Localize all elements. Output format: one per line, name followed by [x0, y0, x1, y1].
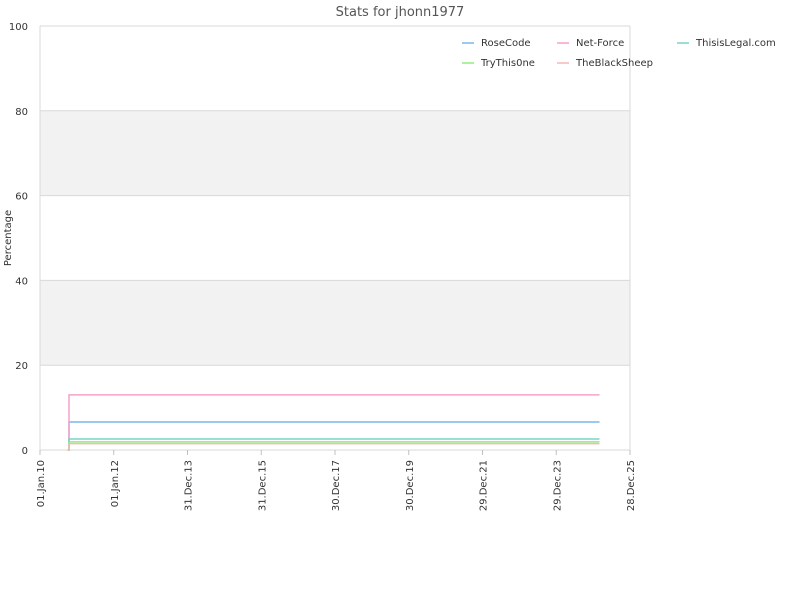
x-tick-label: 31.Dec.15	[257, 460, 268, 511]
legend-label-thisislegal-com[interactable]: ThisisLegal.com	[695, 38, 776, 49]
x-tick-label: 01.Jan.12	[110, 460, 121, 507]
series-group	[67, 394, 600, 451]
legend-label-rosecode[interactable]: RoseCode	[481, 38, 531, 49]
x-axis-ticks: 01.Jan.10 01.Jan.12 31.Dec.13 31.Dec.15 30.D…	[36, 450, 637, 511]
y-tick-label: 60	[15, 192, 28, 203]
legend: RoseCode Net-Force ThisisLegal.com TryThis0…	[462, 38, 776, 69]
legend-label-theblacksheep[interactable]: TheBlackSheep	[575, 58, 653, 69]
plot-bands	[40, 110, 630, 366]
plot-band	[40, 280, 630, 366]
x-tick-label: 30.Dec.19	[405, 460, 416, 511]
y-axis-label: Percentage	[3, 210, 14, 266]
y-tick-label: 20	[15, 361, 28, 372]
chart-title: Stats for jhonn1977	[336, 5, 465, 20]
series-line-theblacksheep	[67, 442, 600, 451]
y-tick-label: 40	[15, 276, 28, 287]
y-axis-ticks: 0 20 40 60 80 100	[9, 22, 28, 457]
y-tick-label: 0	[22, 446, 28, 457]
legend-label-trythis0ne[interactable]: TryThis0ne	[480, 58, 535, 69]
series-line-thisislegal-com	[67, 438, 600, 451]
series-line-rosecode	[67, 421, 600, 451]
legend-label-net-force[interactable]: Net-Force	[576, 38, 624, 49]
x-tick-label: 01.Jan.10	[36, 460, 47, 507]
x-tick-label: 28.Dec.25	[626, 460, 637, 511]
x-tick-label: 29.Dec.23	[552, 460, 563, 511]
x-tick-label: 31.Dec.13	[184, 460, 195, 511]
y-tick-label: 80	[15, 107, 28, 118]
plot-band	[40, 110, 630, 196]
grid-lines	[39, 25, 631, 451]
x-tick-label: 30.Dec.17	[331, 460, 342, 511]
y-tick-label: 100	[9, 22, 28, 33]
x-tick-label: 29.Dec.21	[479, 460, 490, 511]
